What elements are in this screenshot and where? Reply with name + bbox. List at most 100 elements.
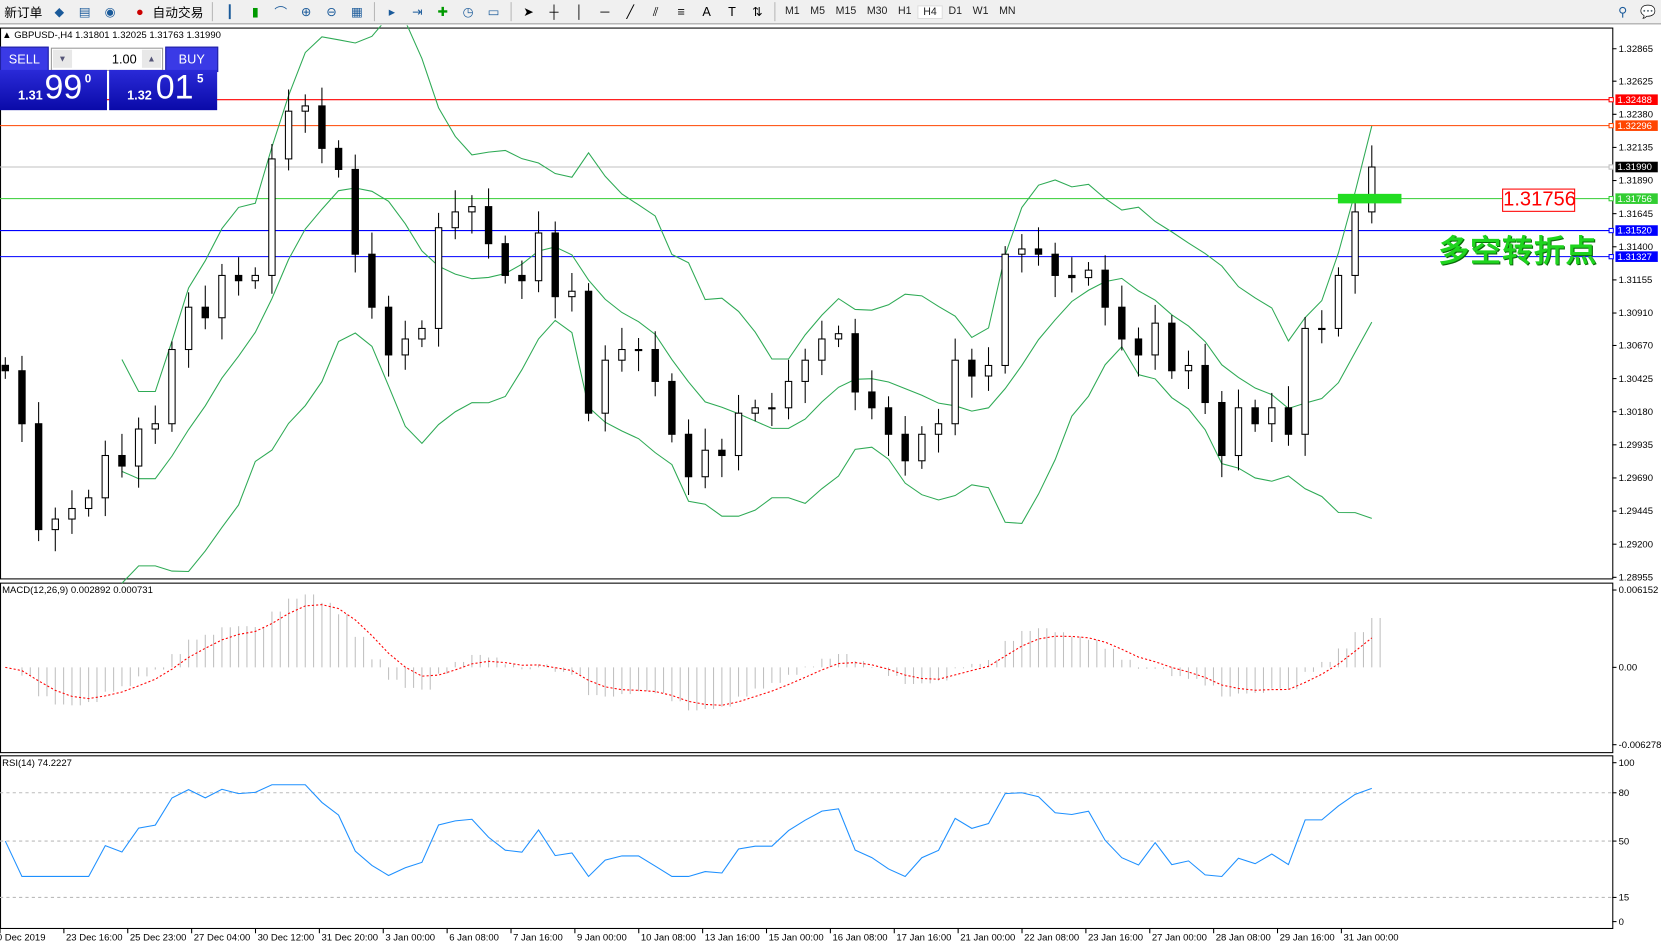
price-line-label: 1.31327 xyxy=(1618,252,1652,263)
terminal-icon[interactable]: ▤ xyxy=(78,4,91,20)
timeframe-mn[interactable]: MN xyxy=(999,4,1016,17)
timeframe-w1[interactable]: W1 xyxy=(972,4,989,17)
candle xyxy=(301,105,309,112)
line-handle xyxy=(1608,253,1614,260)
new-order-button[interactable]: 新订单 xyxy=(4,4,43,20)
candle xyxy=(1001,253,1009,367)
candle xyxy=(684,433,693,478)
candle xyxy=(934,423,943,435)
text-icon[interactable]: A xyxy=(702,4,711,20)
candle xyxy=(351,168,359,255)
price-label-bg xyxy=(1615,225,1658,236)
timeframe-d1[interactable]: D1 xyxy=(948,4,962,17)
candle xyxy=(951,359,959,425)
candle xyxy=(468,206,476,213)
candle xyxy=(1184,364,1193,372)
candle xyxy=(984,364,993,377)
text-label-icon[interactable]: T xyxy=(728,4,736,20)
candle xyxy=(1151,322,1159,356)
time-label: 16 Jan 08:00 xyxy=(833,933,888,944)
rsi-tick-label: 0 xyxy=(1619,917,1624,928)
zoom-out-icon[interactable]: ⊖ xyxy=(326,4,337,20)
timeframe-h4[interactable]: H4 xyxy=(916,4,944,19)
line-handle xyxy=(1608,97,1614,103)
timeframe-m30[interactable]: M30 xyxy=(866,4,888,17)
lot-increase-button[interactable]: ▲ xyxy=(141,49,162,68)
candle xyxy=(268,158,276,276)
candle xyxy=(1,364,10,372)
candle xyxy=(718,449,726,457)
fibonacci-icon[interactable]: ≡ xyxy=(677,4,685,20)
candle xyxy=(751,407,759,414)
macd-tick-label: 0.006152 xyxy=(1619,585,1659,596)
time-label: 17 Jan 16:00 xyxy=(896,933,951,944)
line-handle xyxy=(1608,164,1614,170)
price-tick-label: 1.31400 xyxy=(1619,242,1653,253)
line-chart-icon[interactable]: ⌒ xyxy=(274,4,288,20)
timeframe-m1[interactable]: M1 xyxy=(784,4,800,17)
arrows-icon[interactable]: ⇅ xyxy=(752,4,763,20)
bar-chart-icon[interactable]: ┃ xyxy=(226,4,234,20)
timeframe-m5[interactable]: M5 xyxy=(810,4,826,17)
rsi-tick-label: 100 xyxy=(1619,758,1635,769)
tile-windows-icon[interactable]: ▦ xyxy=(351,4,364,20)
divider xyxy=(774,2,776,22)
indicators-icon[interactable]: ✚ xyxy=(437,4,449,20)
channel-icon[interactable]: ⫽ xyxy=(652,3,659,19)
sell-price[interactable]: 1.31 99 0 xyxy=(0,68,107,111)
candle xyxy=(734,412,743,457)
auto-scroll-icon[interactable]: ▸ xyxy=(388,4,396,20)
chat-icon[interactable]: 💬 xyxy=(1640,4,1657,20)
navigator-icon[interactable]: ◆ xyxy=(54,4,65,20)
price-line-label: 1.31756 xyxy=(1618,194,1652,205)
timeframe-m15[interactable]: M15 xyxy=(835,4,857,17)
templates-icon[interactable]: ▭ xyxy=(487,4,500,20)
rsi-label: RSI(14) 74.2227 xyxy=(2,758,72,769)
bollinger-upper-band xyxy=(121,25,1373,393)
timeframe-h1[interactable]: H1 xyxy=(898,4,912,17)
auto-trading-button[interactable]: ● 自动交易 xyxy=(123,1,208,22)
toolbar: 新订单 ◆ ▤ ◉ ● 自动交易 ┃ ▮ ⌒ ⊕ ⊖ ▦ ▸ ⇥ ✚ ◷ ▭ ➤ … xyxy=(0,0,1661,25)
turning-point-annotation[interactable]: 多空转折点 xyxy=(1438,233,1598,270)
cursor-icon[interactable]: ➤ xyxy=(523,4,534,20)
horizontal-line-icon[interactable]: ─ xyxy=(600,4,610,20)
candlestick-icon[interactable]: ▮ xyxy=(251,4,259,20)
candle xyxy=(401,338,409,356)
time-label: 15 Jan 00:00 xyxy=(769,933,824,944)
price-tick-label: 1.29935 xyxy=(1619,440,1653,451)
divider xyxy=(211,2,213,22)
time-label: 21 Jan 00:00 xyxy=(960,933,1015,944)
candle xyxy=(701,449,709,478)
line-handle xyxy=(1608,123,1614,129)
candle xyxy=(1168,322,1176,372)
candle xyxy=(634,348,643,352)
chart-shift-icon[interactable]: ⇥ xyxy=(412,4,423,20)
crosshair-icon[interactable]: ┼ xyxy=(549,4,559,20)
price-tick-label: 1.32135 xyxy=(1619,143,1653,154)
search-icon[interactable]: ⚲ xyxy=(1618,4,1628,20)
signal-icon[interactable]: ◉ xyxy=(104,4,116,20)
auto-trading-icon: ● xyxy=(136,4,144,20)
zoom-in-icon[interactable]: ⊕ xyxy=(300,4,312,20)
buy-price[interactable]: 1.32 01 5 xyxy=(109,68,218,111)
time-label: 25 Dec 23:00 xyxy=(130,933,187,944)
rsi-pane xyxy=(0,755,1614,930)
time-label: 7 Jan 16:00 xyxy=(513,933,563,944)
sell-button[interactable]: SELL xyxy=(0,46,49,73)
time-label: 31 Jan 00:00 xyxy=(1344,933,1399,944)
trendline-icon[interactable]: ╱ xyxy=(626,4,635,20)
bollinger-middle-band xyxy=(121,187,1373,480)
vertical-line-icon[interactable]: │ xyxy=(575,4,584,20)
rsi-tick-label: 50 xyxy=(1619,836,1630,847)
buy-button[interactable]: BUY xyxy=(165,46,219,73)
candle xyxy=(651,348,659,382)
candle xyxy=(551,232,559,298)
lot-decrease-button[interactable]: ▼ xyxy=(52,49,73,68)
periods-icon[interactable]: ◷ xyxy=(462,4,474,20)
candle xyxy=(1201,364,1209,404)
timeframe-bar: M1 M5 M15 M30 H1 H4 D1 W1 MN xyxy=(780,4,1021,19)
chart-area[interactable]: 1.32865 1.32625 1.32380 1.32135 1.31890 1.316… xyxy=(0,25,1661,947)
candle xyxy=(184,306,193,351)
price-tick-label: 1.29200 xyxy=(1619,539,1653,550)
price-annotation-box[interactable]: 1.31756 xyxy=(1502,188,1576,212)
